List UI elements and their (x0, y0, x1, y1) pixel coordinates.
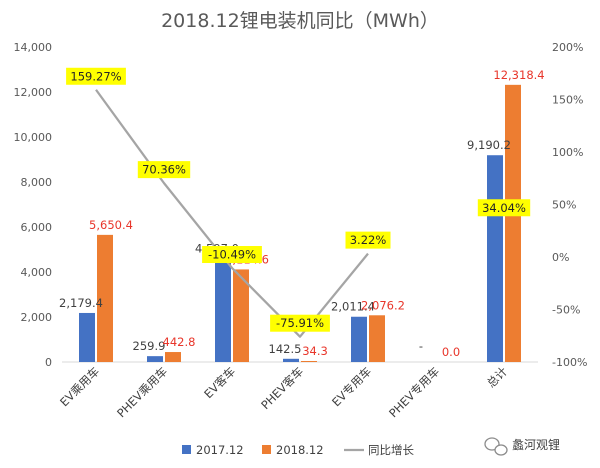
bar-2018-12 (369, 315, 385, 362)
bar-label-2018-12: 442.8 (163, 335, 196, 349)
watermark: 蠡河观锂 (484, 437, 560, 456)
growth-label: 159.27% (70, 69, 121, 83)
bar-label-2018-12: 34.3 (302, 344, 328, 358)
bar-2017-12 (215, 258, 231, 362)
growth-line-path (96, 90, 504, 337)
growth-label: -75.91% (276, 316, 324, 330)
bar-label-2018-12: 0.0 (442, 345, 460, 359)
growth-label-box (270, 314, 330, 332)
bar-2017-12 (283, 358, 299, 362)
bar-2018-12 (233, 269, 249, 362)
y-left-tick-label: 6,000 (21, 221, 53, 234)
bar-label-2017-12: 9,190.2 (467, 138, 511, 152)
bar-2018-12 (97, 234, 113, 362)
bar-label-2017-12: - (419, 339, 423, 353)
y-left-tick-label: 2,000 (21, 311, 53, 324)
bar-2017-12 (79, 312, 95, 362)
y-right-tick-label: -100% (552, 356, 587, 369)
y-left-tick-label: 14,000 (14, 41, 53, 54)
growth-label-box (66, 67, 126, 85)
legend-label-2018-12: 2018.12 (276, 443, 324, 457)
y-right-tick-label: 0% (552, 251, 569, 264)
bar-2018-12 (505, 84, 521, 362)
growth-label: 34.04% (482, 201, 526, 215)
y-right-tick-label: 200% (552, 41, 583, 54)
y-left-tick-label: 12,000 (14, 86, 53, 99)
legend-swatch-2017-12 (182, 445, 191, 454)
growth-label-box (137, 161, 191, 179)
y-right-tick-label: 100% (552, 146, 583, 159)
y-left-tick-label: 0 (45, 356, 52, 369)
bar-2018-12 (301, 361, 317, 362)
category-label: EV乘用车 (57, 364, 102, 409)
bar-label-2017-12: 2,179.4 (59, 296, 103, 310)
y-left-tick-label: 8,000 (21, 176, 53, 189)
growth-label-box (477, 199, 531, 217)
bar-2017-12 (487, 155, 503, 362)
bar-label-2017-12: 259.9 (133, 339, 166, 353)
y-right-tick-label: -50% (552, 304, 580, 317)
y-right-tick-label: 150% (552, 94, 583, 107)
bar-label-2018-12: 12,318.4 (493, 68, 544, 82)
y-left-tick-label: 4,000 (21, 266, 53, 279)
bar-label-2018-12: 5,650.4 (89, 218, 133, 232)
bar-label-2018-12: 2,076.2 (361, 298, 405, 312)
wechat-icon (484, 437, 508, 456)
growth-label-box (202, 246, 262, 264)
category-label: 总计 (484, 364, 511, 391)
growth-label: 70.36% (142, 163, 186, 177)
category-label: PHEV专用车 (386, 364, 442, 420)
category-label: PHEV客车 (258, 364, 306, 412)
category-label: EV客车 (201, 364, 238, 401)
category-label: EV专用车 (329, 364, 374, 409)
growth-label: -10.49% (208, 248, 256, 262)
legend: 2017.12 2018.12 同比增长 (182, 443, 414, 457)
legend-swatch-2018-12 (262, 445, 271, 454)
growth-line (96, 90, 504, 337)
watermark-text: 蠡河观锂 (512, 437, 560, 452)
chart-title: 2018.12锂电装机同比（MWh） (161, 10, 439, 32)
bar-2017-12 (147, 356, 163, 362)
data-labels: 2,179.45,650.4259.9442.84,597.04,114.614… (59, 67, 545, 359)
bar-label-2017-12: 2,011.4 (331, 300, 375, 314)
legend-label-2017-12: 2017.12 (196, 443, 244, 457)
growth-label-box (345, 231, 391, 249)
y-right-tick-label: 50% (552, 199, 576, 212)
legend-label-growth: 同比增长 (368, 443, 414, 457)
y-left-tick-label: 10,000 (14, 131, 53, 144)
growth-label: 3.22% (350, 233, 387, 247)
bar-2018-12 (165, 352, 181, 362)
bar-label-2017-12: 142.5 (269, 342, 302, 356)
bar-2017-12 (351, 316, 367, 362)
category-label: PHEV乘用车 (114, 364, 170, 420)
